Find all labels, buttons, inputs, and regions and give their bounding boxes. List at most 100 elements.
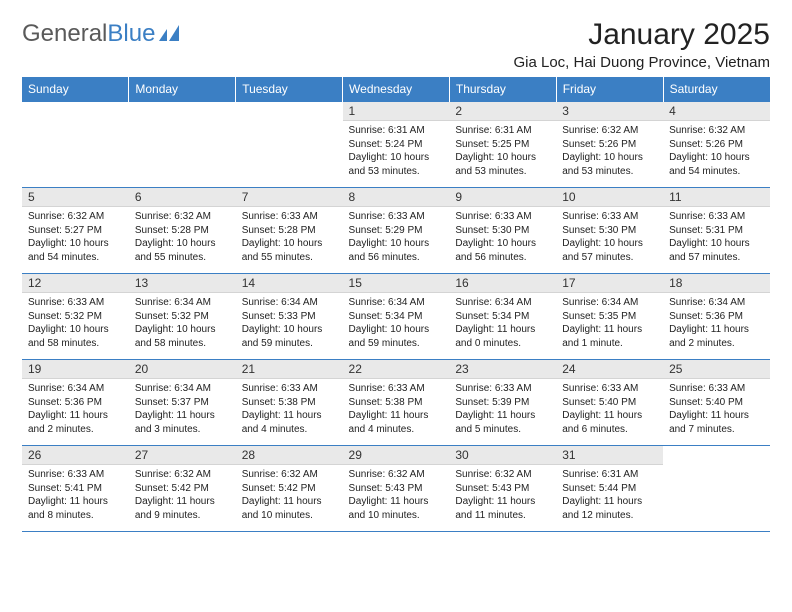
sunrise-text: Sunrise: 6:33 AM [669,382,764,396]
day-cell: 26Sunrise: 6:33 AMSunset: 5:41 PMDayligh… [22,446,129,532]
sunrise-text: Sunrise: 6:34 AM [669,296,764,310]
day-details: Sunrise: 6:32 AMSunset: 5:27 PMDaylight:… [22,207,129,268]
daylight-text: Daylight: 11 hours and 3 minutes. [135,409,230,436]
day-cell: 13Sunrise: 6:34 AMSunset: 5:32 PMDayligh… [129,274,236,360]
sunset-text: Sunset: 5:34 PM [349,310,444,324]
day-number: 30 [449,446,556,465]
sunrise-text: Sunrise: 6:32 AM [242,468,337,482]
day-details: Sunrise: 6:32 AMSunset: 5:26 PMDaylight:… [556,121,663,182]
day-cell: 4Sunrise: 6:32 AMSunset: 5:26 PMDaylight… [663,102,770,188]
day-details: Sunrise: 6:34 AMSunset: 5:32 PMDaylight:… [129,293,236,354]
sunset-text: Sunset: 5:35 PM [562,310,657,324]
sunrise-text: Sunrise: 6:32 AM [669,124,764,138]
day-cell: 3Sunrise: 6:32 AMSunset: 5:26 PMDaylight… [556,102,663,188]
sunset-text: Sunset: 5:43 PM [455,482,550,496]
sunset-text: Sunset: 5:36 PM [669,310,764,324]
dh-sat: Saturday [663,77,770,102]
sunrise-text: Sunrise: 6:32 AM [349,468,444,482]
day-details: Sunrise: 6:34 AMSunset: 5:34 PMDaylight:… [343,293,450,354]
week-row: 19Sunrise: 6:34 AMSunset: 5:36 PMDayligh… [22,360,770,446]
sunset-text: Sunset: 5:26 PM [562,138,657,152]
day-cell: 6Sunrise: 6:32 AMSunset: 5:28 PMDaylight… [129,188,236,274]
day-number: 2 [449,102,556,121]
daylight-text: Daylight: 11 hours and 8 minutes. [28,495,123,522]
week-row: 1Sunrise: 6:31 AMSunset: 5:24 PMDaylight… [22,102,770,188]
day-details: Sunrise: 6:31 AMSunset: 5:25 PMDaylight:… [449,121,556,182]
day-cell: 25Sunrise: 6:33 AMSunset: 5:40 PMDayligh… [663,360,770,446]
day-number: 25 [663,360,770,379]
daylight-text: Daylight: 11 hours and 10 minutes. [242,495,337,522]
day-details: Sunrise: 6:34 AMSunset: 5:36 PMDaylight:… [663,293,770,354]
day-cell: 21Sunrise: 6:33 AMSunset: 5:38 PMDayligh… [236,360,343,446]
sunset-text: Sunset: 5:34 PM [455,310,550,324]
daylight-text: Daylight: 11 hours and 1 minute. [562,323,657,350]
brand-part2: Blue [107,20,155,48]
sunset-text: Sunset: 5:26 PM [669,138,764,152]
sunset-text: Sunset: 5:31 PM [669,224,764,238]
sunset-text: Sunset: 5:33 PM [242,310,337,324]
sunrise-text: Sunrise: 6:32 AM [135,210,230,224]
day-number: 15 [343,274,450,293]
daylight-text: Daylight: 11 hours and 10 minutes. [349,495,444,522]
day-cell: 28Sunrise: 6:32 AMSunset: 5:42 PMDayligh… [236,446,343,532]
day-number: 9 [449,188,556,207]
day-cell: 12Sunrise: 6:33 AMSunset: 5:32 PMDayligh… [22,274,129,360]
sunset-text: Sunset: 5:44 PM [562,482,657,496]
sunset-text: Sunset: 5:38 PM [242,396,337,410]
daylight-text: Daylight: 10 hours and 53 minutes. [562,151,657,178]
daylight-text: Daylight: 10 hours and 56 minutes. [455,237,550,264]
sunrise-text: Sunrise: 6:32 AM [135,468,230,482]
day-cell: 8Sunrise: 6:33 AMSunset: 5:29 PMDaylight… [343,188,450,274]
sunrise-text: Sunrise: 6:34 AM [349,296,444,310]
day-cell: 10Sunrise: 6:33 AMSunset: 5:30 PMDayligh… [556,188,663,274]
sunrise-text: Sunrise: 6:34 AM [28,382,123,396]
day-details: Sunrise: 6:33 AMSunset: 5:30 PMDaylight:… [449,207,556,268]
day-cell: 23Sunrise: 6:33 AMSunset: 5:39 PMDayligh… [449,360,556,446]
day-number: 17 [556,274,663,293]
location-text: Gia Loc, Hai Duong Province, Vietnam [513,54,770,71]
day-cell: 15Sunrise: 6:34 AMSunset: 5:34 PMDayligh… [343,274,450,360]
week-row: 12Sunrise: 6:33 AMSunset: 5:32 PMDayligh… [22,274,770,360]
daylight-text: Daylight: 11 hours and 11 minutes. [455,495,550,522]
sunset-text: Sunset: 5:32 PM [135,310,230,324]
sunset-text: Sunset: 5:28 PM [242,224,337,238]
daylight-text: Daylight: 10 hours and 55 minutes. [135,237,230,264]
day-number: 14 [236,274,343,293]
sunrise-text: Sunrise: 6:33 AM [455,210,550,224]
daylight-text: Daylight: 11 hours and 5 minutes. [455,409,550,436]
day-details: Sunrise: 6:33 AMSunset: 5:29 PMDaylight:… [343,207,450,268]
sunrise-text: Sunrise: 6:33 AM [28,468,123,482]
sunrise-text: Sunrise: 6:34 AM [135,382,230,396]
daylight-text: Daylight: 11 hours and 6 minutes. [562,409,657,436]
day-details: Sunrise: 6:34 AMSunset: 5:37 PMDaylight:… [129,379,236,440]
day-details: Sunrise: 6:33 AMSunset: 5:28 PMDaylight:… [236,207,343,268]
day-number: 21 [236,360,343,379]
day-details: Sunrise: 6:32 AMSunset: 5:43 PMDaylight:… [449,465,556,526]
week-row: 26Sunrise: 6:33 AMSunset: 5:41 PMDayligh… [22,446,770,532]
sunset-text: Sunset: 5:25 PM [455,138,550,152]
sunrise-text: Sunrise: 6:34 AM [135,296,230,310]
day-cell: 9Sunrise: 6:33 AMSunset: 5:30 PMDaylight… [449,188,556,274]
day-details: Sunrise: 6:32 AMSunset: 5:42 PMDaylight:… [236,465,343,526]
daylight-text: Daylight: 10 hours and 58 minutes. [28,323,123,350]
sunrise-text: Sunrise: 6:33 AM [669,210,764,224]
sunrise-text: Sunrise: 6:33 AM [242,210,337,224]
sails-icon [159,20,185,48]
day-details: Sunrise: 6:34 AMSunset: 5:33 PMDaylight:… [236,293,343,354]
day-details: Sunrise: 6:34 AMSunset: 5:36 PMDaylight:… [22,379,129,440]
sunrise-text: Sunrise: 6:33 AM [562,382,657,396]
daylight-text: Daylight: 11 hours and 9 minutes. [135,495,230,522]
day-cell [22,102,129,188]
day-cell [663,446,770,532]
day-details: Sunrise: 6:33 AMSunset: 5:32 PMDaylight:… [22,293,129,354]
day-cell: 1Sunrise: 6:31 AMSunset: 5:24 PMDaylight… [343,102,450,188]
sunrise-text: Sunrise: 6:31 AM [349,124,444,138]
dh-sun: Sunday [22,77,129,102]
daylight-text: Daylight: 10 hours and 57 minutes. [562,237,657,264]
sunset-text: Sunset: 5:29 PM [349,224,444,238]
daylight-text: Daylight: 10 hours and 55 minutes. [242,237,337,264]
brand-logo: GeneralBlue [22,20,185,48]
day-cell: 31Sunrise: 6:31 AMSunset: 5:44 PMDayligh… [556,446,663,532]
daylight-text: Daylight: 11 hours and 0 minutes. [455,323,550,350]
header: GeneralBlue January 2025 Gia Loc, Hai Du… [22,18,770,75]
